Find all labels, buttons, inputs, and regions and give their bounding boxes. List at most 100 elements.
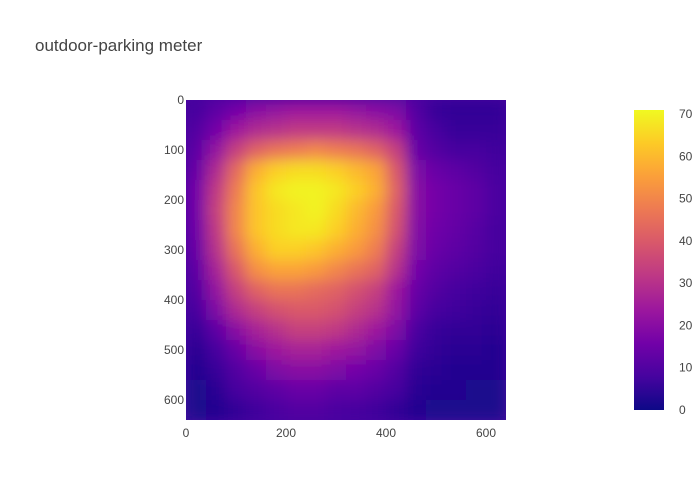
heatmap-cell bbox=[306, 120, 327, 141]
heatmap-cell bbox=[406, 360, 427, 381]
heatmap-cell bbox=[246, 340, 267, 361]
heatmap-cell bbox=[266, 300, 287, 321]
heatmap-cell bbox=[326, 400, 347, 420]
x-tick-label: 400 bbox=[376, 426, 396, 440]
heatmap-cell bbox=[266, 280, 287, 301]
colorbar-tick-label: 0 bbox=[679, 403, 686, 417]
heatmap-cell bbox=[326, 320, 347, 341]
heatmap-cell bbox=[446, 400, 467, 420]
heatmap-cell bbox=[466, 360, 487, 381]
heatmap-cell bbox=[326, 200, 347, 221]
heatmap-cells bbox=[186, 100, 506, 420]
heatmap-cell bbox=[406, 140, 427, 161]
heatmap-cell bbox=[326, 140, 347, 161]
heatmap-cell bbox=[466, 220, 487, 241]
heatmap-cell bbox=[386, 300, 407, 321]
heatmap-cell bbox=[466, 400, 487, 420]
x-tick-label: 600 bbox=[476, 426, 496, 440]
heatmap-cell bbox=[266, 400, 287, 420]
heatmap-cell bbox=[326, 100, 347, 121]
heatmap-cell bbox=[386, 320, 407, 341]
heatmap-cell bbox=[406, 200, 427, 221]
heatmap-cell bbox=[366, 140, 387, 161]
heatmap-cell bbox=[226, 380, 247, 401]
heatmap-cell bbox=[266, 180, 287, 201]
heatmap-cell bbox=[426, 160, 447, 181]
heatmap-cell bbox=[466, 120, 487, 141]
heatmap-cell bbox=[186, 360, 207, 381]
heatmap-cell bbox=[366, 180, 387, 201]
heatmap-cell bbox=[206, 340, 227, 361]
heatmap-cell bbox=[246, 100, 267, 121]
heatmap-cell bbox=[186, 340, 207, 361]
y-tick-label: 200 bbox=[164, 193, 184, 207]
y-axis: 0 100 200 300 400 500 600 bbox=[164, 93, 184, 407]
heatmap-cell bbox=[246, 280, 267, 301]
heatmap-cell bbox=[466, 320, 487, 341]
heatmap-cell bbox=[366, 260, 387, 281]
heatmap-cell bbox=[366, 120, 387, 141]
heatmap-cell bbox=[186, 380, 207, 401]
heatmap-cell bbox=[486, 100, 506, 121]
heatmap-cell bbox=[486, 340, 506, 361]
heatmap-cell bbox=[266, 140, 287, 161]
heatmap-cell bbox=[326, 260, 347, 281]
colorbar-tick-label: 40 bbox=[679, 234, 693, 248]
heatmap-cell bbox=[266, 260, 287, 281]
heatmap-cell bbox=[486, 200, 506, 221]
heatmap-cell bbox=[386, 380, 407, 401]
heatmap-cell bbox=[326, 300, 347, 321]
heatmap-cell bbox=[226, 260, 247, 281]
heatmap-cell bbox=[466, 180, 487, 201]
heatmap-cell bbox=[426, 200, 447, 221]
heatmap-cell bbox=[426, 100, 447, 121]
heatmap-cell bbox=[246, 180, 267, 201]
heatmap-cell bbox=[266, 120, 287, 141]
heatmap-cell bbox=[366, 340, 387, 361]
heatmap-cell bbox=[266, 380, 287, 401]
heatmap-cell bbox=[286, 100, 307, 121]
heatmap-cell bbox=[286, 120, 307, 141]
heatmap-cell bbox=[266, 360, 287, 381]
heatmap-cell bbox=[306, 280, 327, 301]
heatmap-cell bbox=[446, 240, 467, 261]
heatmap-cell bbox=[246, 140, 267, 161]
heatmap-cell bbox=[486, 120, 506, 141]
heatmap-cell bbox=[266, 160, 287, 181]
heatmap-cell bbox=[346, 280, 367, 301]
heatmap-cell bbox=[426, 300, 447, 321]
heatmap-cell bbox=[366, 400, 387, 420]
colorbar-tick-label: 30 bbox=[679, 276, 693, 290]
heatmap-cell bbox=[266, 200, 287, 221]
heatmap-cell bbox=[326, 220, 347, 241]
heatmap-cell bbox=[466, 200, 487, 221]
heatmap-cell bbox=[426, 260, 447, 281]
heatmap-cell bbox=[366, 360, 387, 381]
heatmap-cell bbox=[486, 360, 506, 381]
heatmap-cell bbox=[406, 180, 427, 201]
heatmap-cell bbox=[226, 340, 247, 361]
heatmap-cell bbox=[286, 160, 307, 181]
heatmap-cell bbox=[426, 120, 447, 141]
heatmap-cell bbox=[246, 360, 267, 381]
heatmap-cell bbox=[186, 220, 207, 241]
heatmap-cell bbox=[486, 180, 506, 201]
heatmap-cell bbox=[226, 100, 247, 121]
heatmap-cell bbox=[186, 140, 207, 161]
heatmap-cell bbox=[366, 320, 387, 341]
colorbar-tick-label: 10 bbox=[679, 361, 693, 375]
heatmap-cell bbox=[226, 200, 247, 221]
heatmap-cell bbox=[206, 200, 227, 221]
heatmap-cell bbox=[386, 200, 407, 221]
y-tick-label: 100 bbox=[164, 143, 184, 157]
heatmap-cell bbox=[446, 300, 467, 321]
heatmap-cell bbox=[446, 260, 467, 281]
heatmap-cell bbox=[406, 340, 427, 361]
heatmap-cell bbox=[446, 180, 467, 201]
heatmap-cell bbox=[286, 200, 307, 221]
heatmap-cell bbox=[346, 100, 367, 121]
heatmap-cell bbox=[266, 100, 287, 121]
heatmap-cell bbox=[306, 360, 327, 381]
heatmap-cell bbox=[326, 180, 347, 201]
